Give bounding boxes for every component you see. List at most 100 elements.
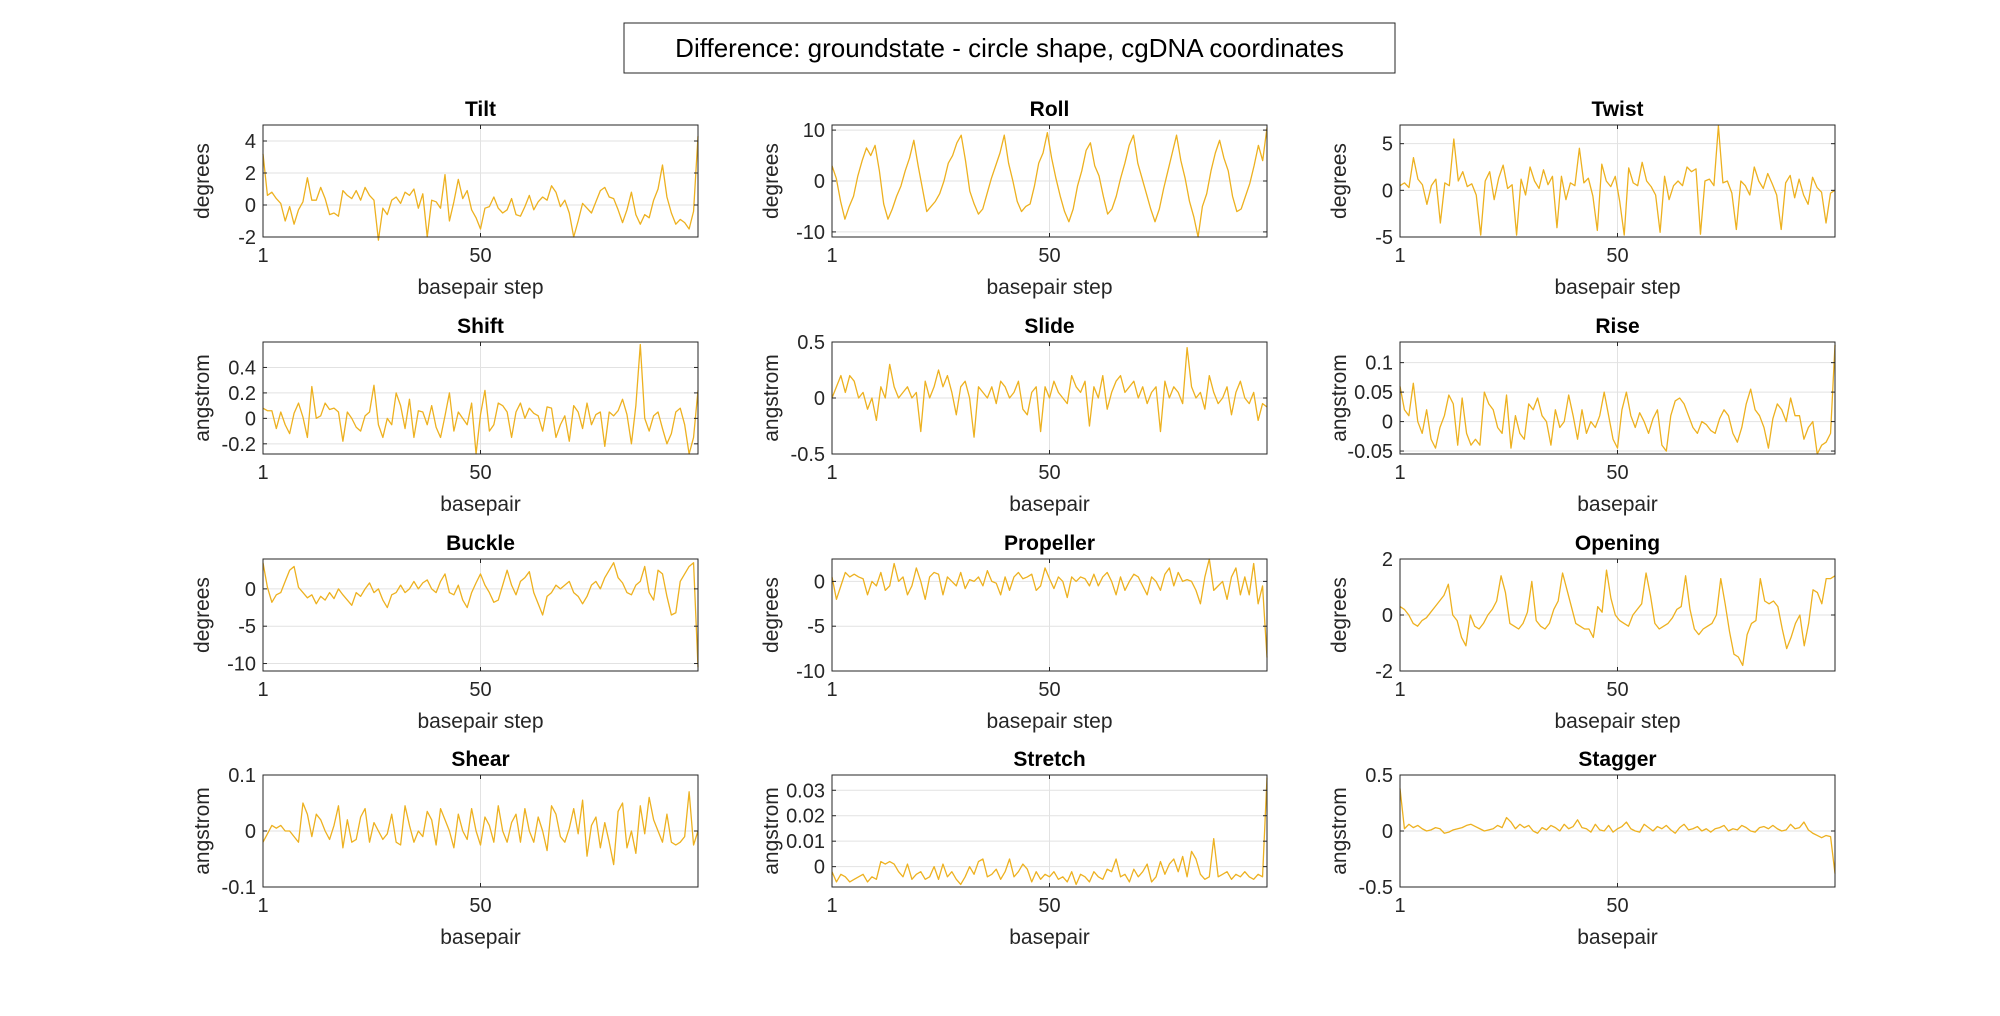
stagger-series-line — [1399, 788, 1836, 874]
tilt-ytick-label: 4 — [245, 131, 256, 153]
twist-series-line — [1399, 125, 1836, 236]
propeller-ytick-label: 0 — [814, 571, 825, 593]
buckle-title: Buckle — [446, 532, 515, 555]
rise-xtick-label: 1 — [1394, 462, 1405, 484]
rise-title: Rise — [1595, 315, 1639, 338]
stagger-xlabel: basepair — [1577, 926, 1658, 949]
roll-series-line — [831, 127, 1268, 238]
stagger-ytick-label: -0.5 — [1359, 877, 1393, 899]
slide-ytick-label: -0.5 — [791, 444, 825, 466]
propeller-ytick-label: -10 — [796, 661, 825, 683]
stagger-xtick-label: 1 — [1394, 895, 1405, 917]
shift-ytick-label: 0 — [245, 408, 256, 430]
stretch-ytick-label: 0.02 — [786, 806, 825, 828]
tilt-grid — [263, 125, 698, 237]
figure-title: Difference: groundstate - circle shape, … — [675, 33, 1344, 63]
shear-ytick-label: 0 — [245, 821, 256, 843]
opening-grid — [1400, 559, 1835, 671]
tilt-ytick-label: 2 — [245, 163, 256, 185]
rise-ylabel: angstrom — [1328, 354, 1351, 442]
shear-ytick-label: 0.1 — [228, 765, 256, 787]
opening-series-line — [1399, 569, 1836, 667]
subplot-roll: 1 50 -10 0 10 Roll basepair step degrees — [760, 98, 1268, 299]
rise-series-line — [1399, 344, 1836, 455]
subplot-slide: 1 50 -0.5 0 0.5 Slide basepair angstrom — [760, 315, 1268, 516]
tilt-xtick-label: 1 — [257, 245, 268, 267]
shear-title: Shear — [451, 748, 509, 771]
tilt-xlabel: basepair step — [417, 276, 543, 299]
rise-ytick-label: 0.1 — [1365, 353, 1393, 375]
slide-ytick-label: 0 — [814, 388, 825, 410]
twist-title: Twist — [1591, 98, 1643, 121]
stretch-ytick-label: 0.03 — [786, 780, 825, 802]
twist-xtick-label: 50 — [1606, 245, 1628, 267]
roll-ytick-label: 0 — [814, 171, 825, 193]
stretch-ytick-label: 0.01 — [786, 831, 825, 853]
buckle-ytick-label: 0 — [245, 579, 256, 601]
subplot-propeller: 1 50 -10 -5 0 Propeller basepair step degrees — [760, 532, 1268, 733]
tilt-xtick-label: 50 — [469, 245, 491, 267]
shift-xlabel: basepair — [440, 493, 521, 516]
shift-xtick-label: 50 — [469, 462, 491, 484]
twist-ytick-label: 5 — [1382, 134, 1393, 156]
stretch-series-line — [831, 777, 1268, 886]
roll-ytick-label: -10 — [796, 222, 825, 244]
propeller-series-line — [831, 558, 1268, 658]
rise-ytick-label: 0 — [1382, 412, 1393, 434]
slide-ytick-label: 0.5 — [797, 332, 825, 354]
tilt-ytick-label: -2 — [238, 227, 256, 249]
subplot-shift: 1 50 -0.2 0 0.2 0.4 Shift basepair angstrom — [191, 315, 699, 516]
tilt-ylabel: degrees — [191, 143, 214, 219]
opening-xtick-label: 1 — [1394, 679, 1405, 701]
subplot-shear: 1 50 -0.1 0 0.1 Shear basepair angstrom — [191, 748, 699, 949]
shift-series-line — [262, 343, 699, 455]
slide-xlabel: basepair — [1009, 493, 1090, 516]
buckle-ylabel: degrees — [191, 577, 214, 653]
propeller-ytick-label: -5 — [807, 616, 825, 638]
rise-xtick-label: 50 — [1606, 462, 1628, 484]
rise-ytick-label: -0.05 — [1347, 441, 1393, 463]
stagger-xtick-label: 50 — [1606, 895, 1628, 917]
buckle-xtick-label: 50 — [469, 679, 491, 701]
buckle-xtick-label: 1 — [257, 679, 268, 701]
subplot-stagger: 1 50 -0.5 0 0.5 Stagger basepair angstrom — [1328, 748, 1836, 949]
twist-ytick-label: 0 — [1382, 180, 1393, 202]
propeller-ylabel: degrees — [760, 577, 783, 653]
slide-xtick-label: 50 — [1038, 462, 1060, 484]
twist-ylabel: degrees — [1328, 143, 1351, 219]
opening-title: Opening — [1575, 532, 1660, 555]
tilt-series-line — [262, 136, 699, 241]
shear-ylabel: angstrom — [191, 787, 214, 875]
subplot-tilt: 1 50 -2 0 2 4 Tilt basepair step degrees — [191, 98, 699, 299]
shift-ytick-label: 0.4 — [228, 357, 256, 379]
shear-xtick-label: 50 — [469, 895, 491, 917]
propeller-xlabel: basepair step — [986, 710, 1112, 733]
subplot-twist: 1 50 -5 0 5 Twist basepair step degrees — [1328, 98, 1836, 299]
buckle-series-line — [262, 562, 699, 668]
stretch-xlabel: basepair — [1009, 926, 1090, 949]
stretch-grid — [832, 775, 1267, 887]
opening-ytick-label: 0 — [1382, 605, 1393, 627]
tilt-ytick-label: 0 — [245, 195, 256, 217]
twist-xlabel: basepair step — [1554, 276, 1680, 299]
roll-title: Roll — [1030, 98, 1070, 121]
opening-ylabel: degrees — [1328, 577, 1351, 653]
shift-title: Shift — [457, 315, 504, 338]
opening-xtick-label: 50 — [1606, 679, 1628, 701]
roll-xlabel: basepair step — [986, 276, 1112, 299]
buckle-ytick-label: -10 — [227, 654, 256, 676]
stretch-xtick-label: 1 — [826, 895, 837, 917]
twist-xtick-label: 1 — [1394, 245, 1405, 267]
shear-xtick-label: 1 — [257, 895, 268, 917]
subplot-opening: 1 50 -2 0 2 Opening basepair step degrees — [1328, 532, 1836, 733]
propeller-title: Propeller — [1004, 532, 1095, 555]
shift-xtick-label: 1 — [257, 462, 268, 484]
subplot-rise: 1 50 -0.05 0 0.05 0.1 Rise basepair angstrom — [1328, 315, 1836, 516]
shear-xlabel: basepair — [440, 926, 521, 949]
stretch-xtick-label: 50 — [1038, 895, 1060, 917]
figure-title-box: Difference: groundstate - circle shape, … — [623, 22, 1396, 74]
twist-ytick-label: -5 — [1375, 227, 1393, 249]
roll-xtick-label: 50 — [1038, 245, 1060, 267]
stagger-ytick-label: 0.5 — [1365, 765, 1393, 787]
